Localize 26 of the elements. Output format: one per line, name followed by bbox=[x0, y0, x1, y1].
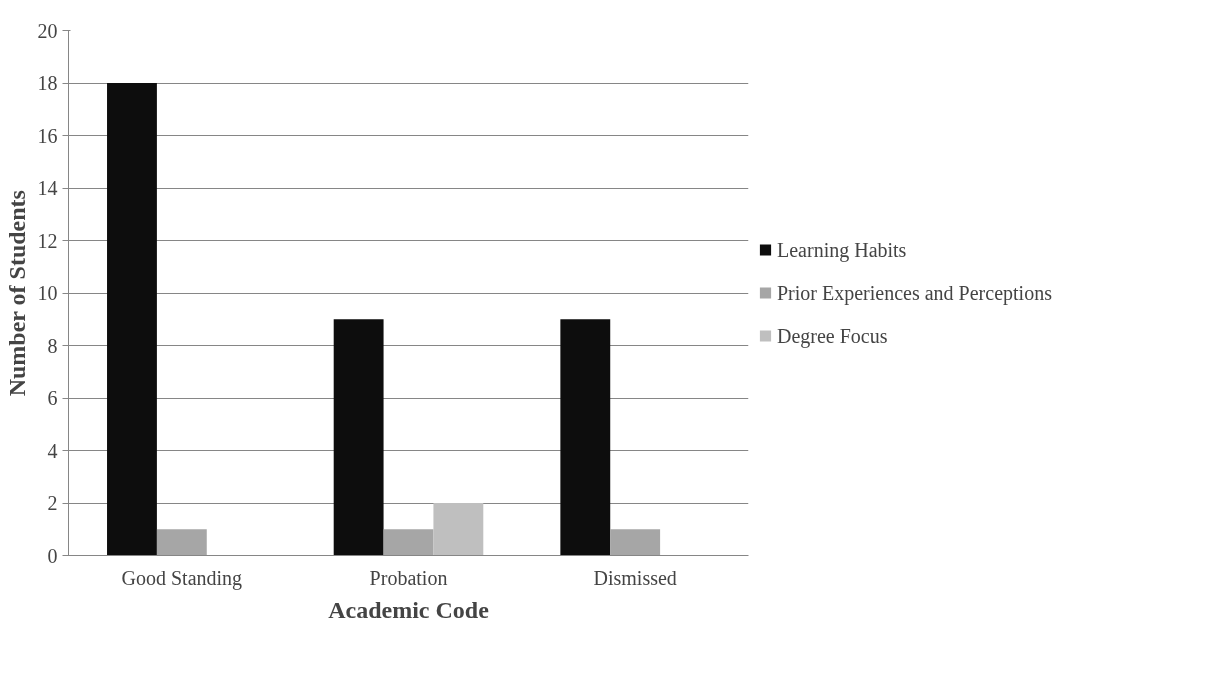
bar bbox=[383, 529, 434, 556]
y-tick-label: 6 bbox=[47, 387, 58, 409]
bar bbox=[107, 83, 157, 556]
bar bbox=[610, 529, 661, 556]
y-tick-label: 0 bbox=[47, 544, 58, 567]
y-tick-label: 14 bbox=[37, 177, 58, 199]
bar bbox=[560, 319, 611, 556]
legend-label: Prior Experiences and Perceptions bbox=[777, 281, 1052, 304]
y-tick-label: 8 bbox=[47, 334, 58, 357]
bar bbox=[333, 319, 384, 556]
legend-label: Learning Habits bbox=[777, 238, 907, 261]
bar bbox=[433, 503, 484, 556]
y-tick-label: 20 bbox=[37, 19, 58, 42]
y-tick-label: 4 bbox=[47, 439, 58, 462]
y-axis-title: Number of Students bbox=[3, 190, 30, 397]
x-tick-label: Dismissed bbox=[593, 566, 677, 589]
x-axis-title: Academic Code bbox=[328, 596, 490, 623]
y-tick-label: 10 bbox=[37, 282, 58, 304]
bar bbox=[156, 529, 207, 556]
y-tick-label: 2 bbox=[47, 492, 58, 514]
x-tick-label: Good Standing bbox=[121, 566, 243, 590]
legend-label: Degree Focus bbox=[777, 324, 888, 347]
y-tick-label: 12 bbox=[37, 229, 58, 252]
y-tick-label: 18 bbox=[37, 72, 58, 94]
y-tick-label: 16 bbox=[37, 124, 58, 147]
x-tick-label: Probation bbox=[369, 566, 448, 589]
